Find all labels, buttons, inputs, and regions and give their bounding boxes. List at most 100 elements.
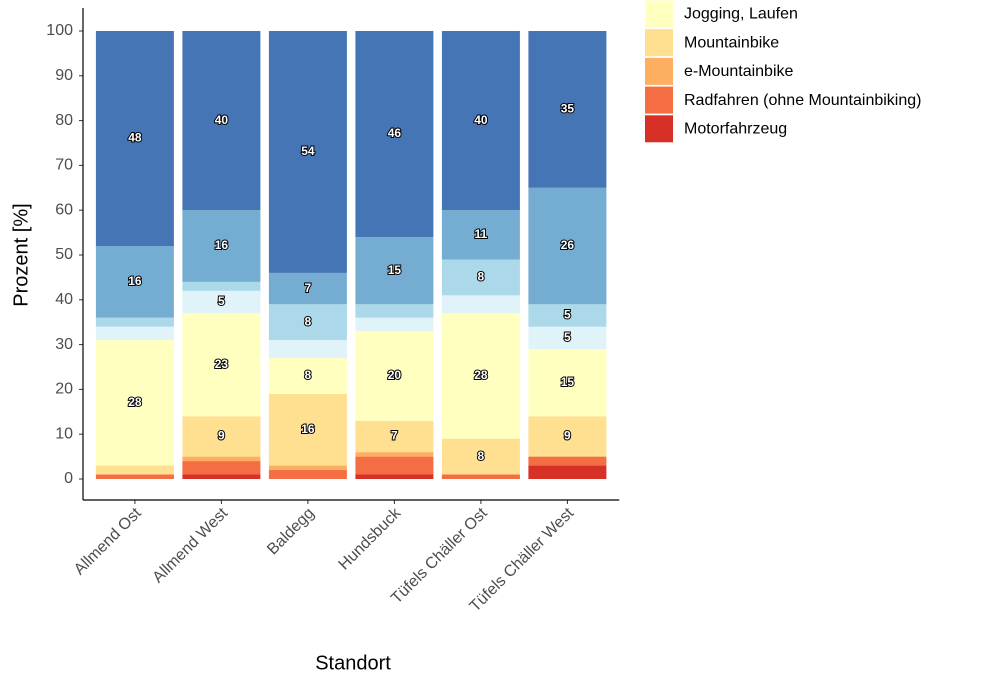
x-tick-label: Baldegg <box>264 505 318 559</box>
value-label: 15 <box>388 263 402 277</box>
y-tick-label: 90 <box>55 67 73 84</box>
value-label: 7 <box>305 281 312 295</box>
y-axis-title: Prozent [%] <box>10 203 32 306</box>
bar-segment <box>441 438 520 475</box>
y-tick-label: 80 <box>55 112 73 129</box>
value-label: 46 <box>388 126 402 140</box>
value-label: 20 <box>388 368 402 382</box>
bar-segment <box>528 349 607 417</box>
bar-segment <box>182 281 261 291</box>
y-tick-label: 60 <box>55 201 73 218</box>
bar-segment <box>441 210 520 260</box>
x-tick-label: Hundsbuck <box>336 504 405 573</box>
value-label: 16 <box>215 238 229 252</box>
value-label: 26 <box>561 238 575 252</box>
value-label: 35 <box>561 102 575 116</box>
bar-segment <box>95 474 174 479</box>
bar-segment <box>528 187 607 305</box>
value-label: 11 <box>475 227 488 241</box>
bar-segment <box>182 210 261 282</box>
value-label: 23 <box>215 357 229 371</box>
value-label: 8 <box>305 368 312 382</box>
value-label: 15 <box>561 375 575 389</box>
value-label: 8 <box>478 449 485 463</box>
bar-segment <box>95 246 174 318</box>
value-label: 5 <box>564 330 571 344</box>
legend-label: e-Mountainbike <box>684 63 794 80</box>
value-label: 16 <box>301 422 315 436</box>
value-label: 28 <box>128 395 142 409</box>
value-label: 40 <box>215 113 229 127</box>
bar-segment <box>441 259 520 296</box>
bar-segment <box>182 313 261 417</box>
y-tick-label: 70 <box>55 157 73 174</box>
legend-swatch <box>645 86 673 114</box>
y-tick-label: 40 <box>55 291 73 308</box>
x-tick-label: Allmend Ost <box>71 504 145 578</box>
bar-segment <box>182 461 261 475</box>
bar-segment <box>528 465 607 479</box>
bar-segment <box>355 31 434 238</box>
bar-segment <box>355 331 434 421</box>
bar-segment <box>355 304 434 318</box>
x-tick-label: Allmend West <box>150 504 232 586</box>
bar-segment <box>528 304 607 327</box>
bar-segment <box>268 340 347 359</box>
value-label: 54 <box>301 144 315 158</box>
value-label: 28 <box>474 368 488 382</box>
bar-segment <box>441 295 520 314</box>
value-label: 7 <box>391 429 398 443</box>
value-label: 48 <box>128 131 142 145</box>
bar-segment <box>355 452 434 457</box>
bar-segment <box>268 304 347 341</box>
legend-swatch <box>645 115 673 143</box>
bar-segment <box>528 416 607 457</box>
legend-label: Jogging, Laufen <box>684 6 798 23</box>
y-tick-label: 50 <box>55 246 73 263</box>
value-label: 9 <box>564 429 571 443</box>
bar-segment <box>355 317 434 332</box>
bar-segment <box>268 31 347 273</box>
bar-segment <box>268 358 347 394</box>
bar-segment <box>268 470 347 479</box>
x-axis-title: Standort <box>315 652 391 674</box>
bar-segment <box>95 340 174 466</box>
bar-segment <box>528 31 607 188</box>
y-tick-label: 20 <box>55 381 73 398</box>
value-label: 8 <box>305 314 312 328</box>
bar-segment <box>182 416 261 457</box>
bar-segment <box>95 31 174 247</box>
value-label: 16 <box>128 274 142 288</box>
bar-segment <box>355 456 434 475</box>
bar-segment <box>268 465 347 471</box>
bar-segment <box>95 326 174 341</box>
bar-segment <box>268 272 347 305</box>
bar-segment <box>441 474 520 479</box>
bar-segment <box>182 290 261 314</box>
bar-segment <box>182 474 261 479</box>
bar-segment <box>441 31 520 211</box>
bar-segment <box>268 393 347 466</box>
bar-segment <box>182 456 261 462</box>
legend-label: Motorfahrzeug <box>684 121 787 138</box>
bar-segment <box>95 465 174 475</box>
value-label: 9 <box>218 429 225 443</box>
value-label: 8 <box>478 270 485 284</box>
bar-segment <box>355 237 434 305</box>
bar-segment <box>182 31 261 211</box>
value-label: 40 <box>474 113 488 127</box>
legend-label: Radfahren (ohne Mountainbiking) <box>684 92 921 109</box>
y-tick-label: 0 <box>64 470 73 487</box>
bar-segment <box>355 474 434 479</box>
y-tick-label: 10 <box>55 425 73 442</box>
y-tick-label: 100 <box>46 22 73 39</box>
bar-segment <box>441 313 520 439</box>
value-label: 5 <box>218 294 225 308</box>
legend-label: Mountainbike <box>684 34 779 51</box>
value-label: 5 <box>564 308 571 322</box>
legend-swatch <box>645 29 673 57</box>
bar-segment <box>528 456 607 466</box>
legend-swatch <box>645 0 673 28</box>
y-tick-label: 30 <box>55 336 73 353</box>
